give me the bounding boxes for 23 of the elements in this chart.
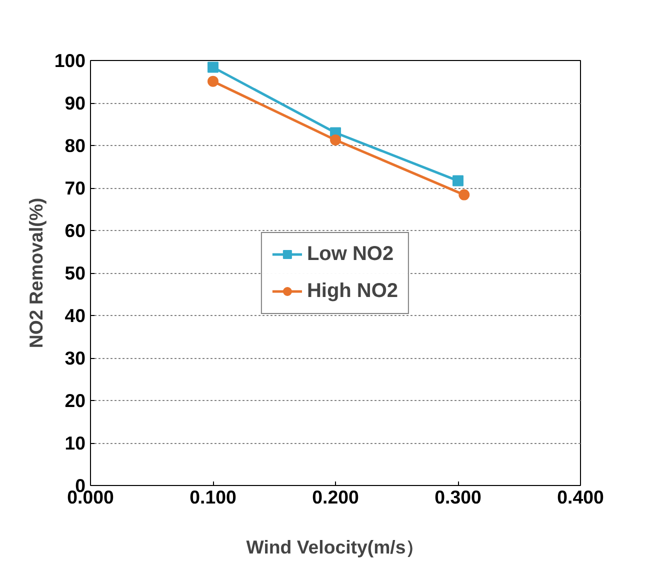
y-tick-label: 80: [64, 135, 86, 156]
y-tick-label: 90: [64, 92, 86, 114]
y-tick-label: 60: [64, 220, 86, 241]
point: [452, 175, 464, 186]
point: [208, 62, 218, 73]
legend-label: Low NO2: [306, 242, 394, 266]
y-tick-label: 70: [64, 178, 86, 198]
y-tick-label: 100: [54, 50, 86, 71]
x-tick-label: 0.300: [434, 486, 482, 508]
x-tick-label: 0.100: [190, 486, 236, 508]
y-tick-label: 50: [64, 262, 86, 284]
x-axis-title: Wind Velocity(m/s）: [246, 536, 425, 558]
point: [330, 134, 341, 146]
x-tick-label: 0.200: [312, 486, 359, 508]
y-tick-label: 40: [64, 305, 86, 326]
y-tick-label: 30: [64, 348, 86, 368]
y-axis-title: NO2 Removal(%): [25, 198, 46, 348]
point: [458, 189, 470, 200]
legend-label: High NO2: [306, 280, 398, 302]
y-tick-label: 20: [64, 390, 86, 411]
y-tick-label: 10: [64, 432, 86, 454]
point: [208, 76, 218, 87]
x-tick-label: 0.400: [557, 486, 604, 508]
